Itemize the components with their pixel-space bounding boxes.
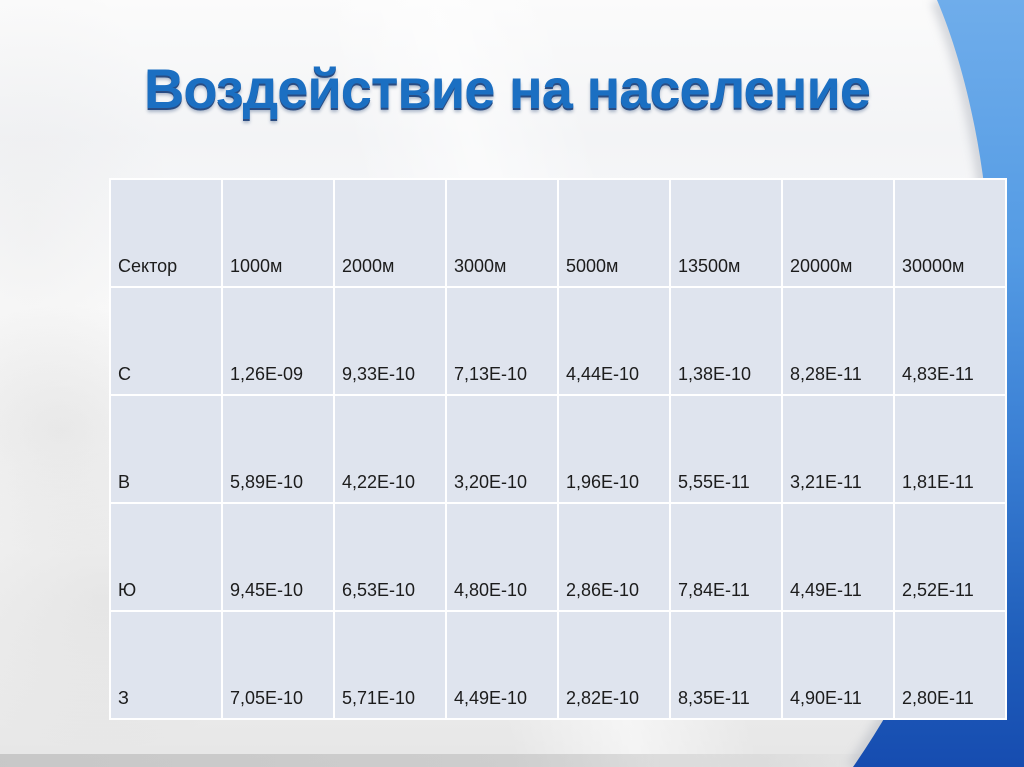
table-cell: 2,86E-10 — [557, 502, 671, 612]
table-cell: 8,28E-11 — [781, 286, 895, 396]
table-cell: 7,13E-10 — [445, 286, 559, 396]
table-row: З 7,05E-10 5,71E-10 4,49E-10 2,82E-10 8,… — [109, 610, 1007, 720]
table-cell: 4,80E-10 — [445, 502, 559, 612]
table-cell: 4,83E-11 — [893, 286, 1007, 396]
table-cell: 2,52E-11 — [893, 502, 1007, 612]
sector-cell: В — [109, 394, 223, 504]
table-cell: 4,49E-11 — [781, 502, 895, 612]
table-cell: 9,45E-10 — [221, 502, 335, 612]
table-cell: 7,05E-10 — [221, 610, 335, 720]
table-cell: 1,26E-09 — [221, 286, 335, 396]
table-cell: 1,38E-10 — [669, 286, 783, 396]
table-cell: 3,20E-10 — [445, 394, 559, 504]
table-cell: 4,44E-10 — [557, 286, 671, 396]
table-cell: 8,35E-11 — [669, 610, 783, 720]
slide-title: Воздействие на население — [143, 57, 871, 120]
table-cell: 4,22E-10 — [333, 394, 447, 504]
column-header-sector: Сектор — [109, 178, 223, 288]
sector-cell: З — [109, 610, 223, 720]
table-cell: 7,84E-11 — [669, 502, 783, 612]
table-cell: 5,71E-10 — [333, 610, 447, 720]
column-header-2000m: 2000м — [333, 178, 447, 288]
table-cell: 6,53E-10 — [333, 502, 447, 612]
table-cell: 5,89E-10 — [221, 394, 335, 504]
table-cell: 2,80E-11 — [893, 610, 1007, 720]
table-cell: 4,49E-10 — [445, 610, 559, 720]
column-header-1000m: 1000м — [221, 178, 335, 288]
sector-cell: Ю — [109, 502, 223, 612]
table-cell: 1,96E-10 — [557, 394, 671, 504]
table-row: Ю 9,45E-10 6,53E-10 4,80E-10 2,86E-10 7,… — [109, 502, 1007, 612]
sector-cell: С — [109, 286, 223, 396]
table-header-row: Сектор 1000м 2000м 3000м 5000м 13500м 20… — [109, 178, 1007, 288]
impact-table: Сектор 1000м 2000м 3000м 5000м 13500м 20… — [109, 178, 1007, 720]
column-header-3000m: 3000м — [445, 178, 559, 288]
table-cell: 9,33E-10 — [333, 286, 447, 396]
table-cell: 3,21E-11 — [781, 394, 895, 504]
column-header-20000m: 20000м — [781, 178, 895, 288]
column-header-5000m: 5000м — [557, 178, 671, 288]
table-cell: 5,55E-11 — [669, 394, 783, 504]
table-row: В 5,89E-10 4,22E-10 3,20E-10 1,96E-10 5,… — [109, 394, 1007, 504]
column-header-13500m: 13500м — [669, 178, 783, 288]
table-row: С 1,26E-09 9,33E-10 7,13E-10 4,44E-10 1,… — [109, 286, 1007, 396]
table-cell: 2,82E-10 — [557, 610, 671, 720]
table-cell: 4,90E-11 — [781, 610, 895, 720]
bottom-gray-strip — [0, 754, 900, 767]
table-cell: 1,81E-11 — [893, 394, 1007, 504]
column-header-30000m: 30000м — [893, 178, 1007, 288]
